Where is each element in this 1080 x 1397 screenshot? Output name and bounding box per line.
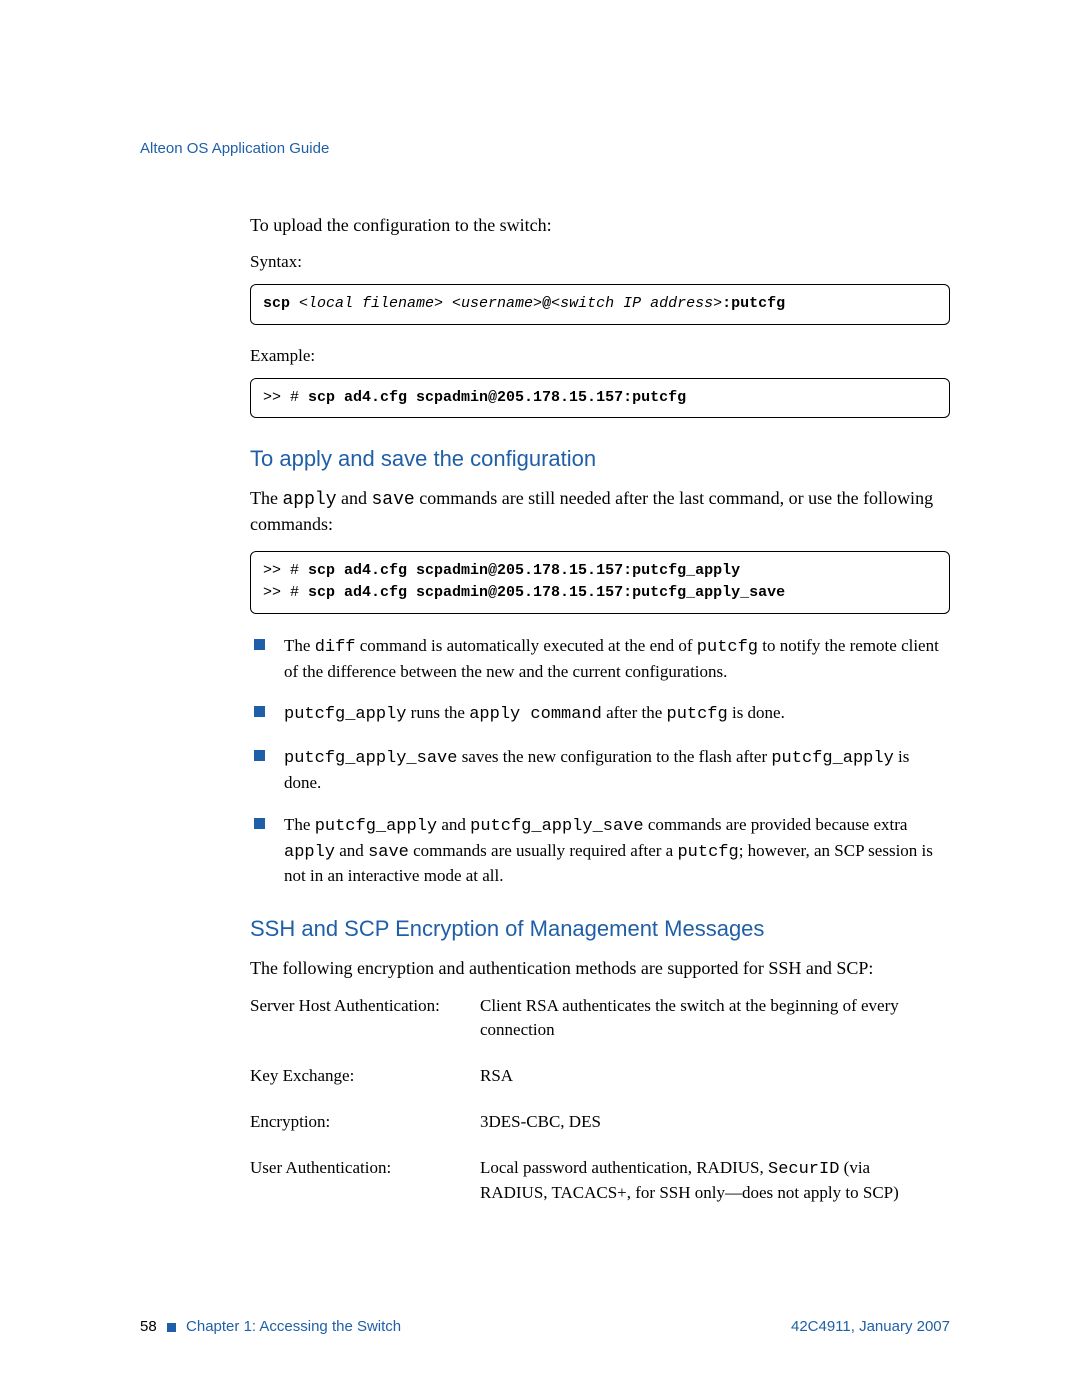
txt: commands are usually required after a [409,841,678,860]
bullet-list: The diff command is automatically execut… [250,634,950,888]
mono-putcfg-apply: putcfg_apply [315,817,437,836]
txt: The [250,488,282,508]
line2-cmd: scp ad4.cfg scpadmin@205.178.15.157:putc… [308,584,785,601]
auth-table: Server Host Authentication: Client RSA a… [250,994,950,1227]
txt: command is automatically executed at the… [356,636,697,655]
syntax-putcfg: :putcfg [722,295,785,312]
syntax-at: @ [542,295,551,312]
mono-apply-cmd: apply command [469,705,602,724]
example-codebox: >> # scp ad4.cfg scpadmin@205.178.15.157… [250,378,950,419]
example-label: Example: [250,345,950,368]
example-prefix: >> # [263,389,308,406]
txt: Local password authentication, RADIUS, [480,1158,768,1177]
ssh-scp-intro: The following encryption and authenticat… [250,956,950,980]
content-area: To upload the configuration to the switc… [250,213,950,1227]
txt: and [337,488,372,508]
txt: runs the [406,703,469,722]
syntax-label: Syntax: [250,251,950,274]
row-label: Server Host Authentication: [250,994,480,1064]
row-label: Key Exchange: [250,1064,480,1110]
list-item: The diff command is automatically execut… [250,634,950,684]
page-footer: 42C4911, January 2007 58 Chapter 1: Acce… [140,1318,950,1335]
footer-left: 58 Chapter 1: Accessing the Switch [140,1318,401,1335]
square-icon [167,1323,176,1332]
mono-putcfg-apply-save: putcfg_apply_save [470,817,643,836]
mono-securid: SecurID [768,1160,839,1179]
mono-save: save [368,843,409,862]
txt: saves the new configuration to the flash… [457,747,771,766]
footer-doc: 42C4911, January 2007 [791,1318,950,1335]
table-row: Key Exchange: RSA [250,1064,950,1110]
mono-putcfg-apply: putcfg_apply [771,749,893,768]
ssh-scp-heading: SSH and SCP Encryption of Management Mes… [250,916,950,942]
txt: commands are provided because extra [644,815,908,834]
line1-prefix: >> # [263,562,308,579]
table-row: Server Host Authentication: Client RSA a… [250,994,950,1064]
running-header: Alteon OS Application Guide [140,140,950,157]
mono-putcfg: putcfg [667,705,728,724]
example-cmd: scp ad4.cfg scpadmin@205.178.15.157:putc… [308,389,686,406]
row-value: Client RSA authenticates the switch at t… [480,994,950,1064]
mono-diff: diff [315,638,356,657]
syntax-scp: scp [263,295,290,312]
txt: and [335,841,368,860]
page-container: Alteon OS Application Guide To upload th… [0,0,1080,1287]
row-label: Encryption: [250,1110,480,1156]
apply-save-codebox: >> # scp ad4.cfg scpadmin@205.178.15.157… [250,551,950,614]
line1-cmd: scp ad4.cfg scpadmin@205.178.15.157:putc… [308,562,740,579]
table-row: User Authentication: Local password auth… [250,1156,950,1228]
mono-apply: apply [282,490,336,510]
row-value: Local password authentication, RADIUS, S… [480,1156,950,1228]
txt: after the [602,703,667,722]
syntax-localfile: <local filename> <username> [290,295,542,312]
page-number: 58 [140,1318,157,1335]
upload-intro: To upload the configuration to the switc… [250,213,950,237]
row-value: RSA [480,1064,950,1110]
line2-prefix: >> # [263,584,308,601]
syntax-codebox: scp <local filename> <username>@<switch … [250,284,950,325]
list-item: putcfg_apply runs the apply command afte… [250,701,950,727]
mono-putcfg: putcfg [677,843,738,862]
apply-save-heading: To apply and save the configuration [250,446,950,472]
txt: and [437,815,470,834]
txt: The [284,815,315,834]
syntax-ip: <switch IP address> [551,295,722,312]
mono-putcfg-apply-save: putcfg_apply_save [284,749,457,768]
row-label: User Authentication: [250,1156,480,1228]
row-value: 3DES-CBC, DES [480,1110,950,1156]
txt: The [284,636,315,655]
table-row: Encryption: 3DES-CBC, DES [250,1110,950,1156]
mono-putcfg-apply: putcfg_apply [284,705,406,724]
mono-apply: apply [284,843,335,862]
list-item: putcfg_apply_save saves the new configur… [250,745,950,795]
apply-save-para: The apply and save commands are still ne… [250,486,950,537]
list-item: The putcfg_apply and putcfg_apply_save c… [250,813,950,888]
mono-putcfg: putcfg [697,638,758,657]
chapter-label: Chapter 1: Accessing the Switch [186,1318,401,1335]
mono-save: save [372,490,415,510]
txt: is done. [728,703,785,722]
